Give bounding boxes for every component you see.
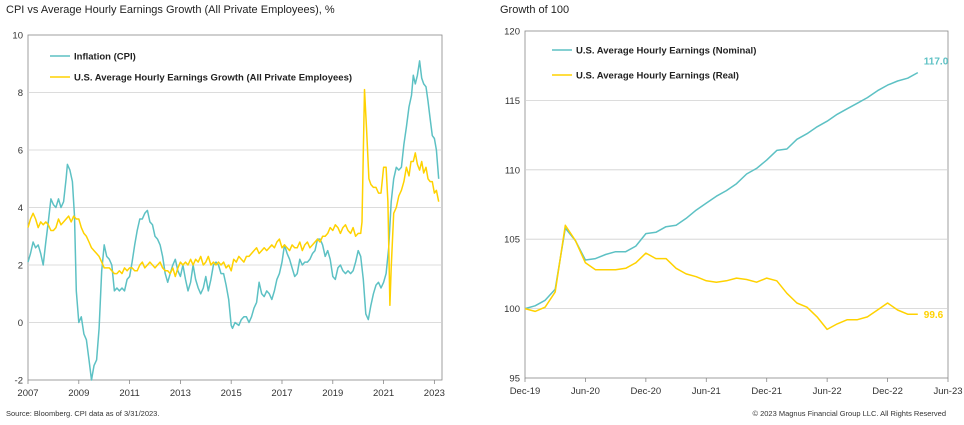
x-tick-label: 2009 [68, 388, 89, 399]
y-tick-label: 2 [18, 261, 23, 272]
y-tick-label: 115 [505, 96, 520, 107]
series-line-2 [27, 88, 440, 307]
plot-frame [524, 30, 949, 379]
x-tick-label: Dec-21 [751, 386, 782, 397]
x-tick-label: 2019 [322, 388, 343, 399]
series-line-2 [524, 224, 918, 331]
x-tick-label: Jun-21 [692, 386, 721, 397]
x-tick-label: Jun-20 [571, 386, 600, 397]
x-tick-label: Dec-19 [510, 386, 541, 397]
series-line-1 [27, 60, 440, 381]
x-tick-label: 2007 [17, 388, 38, 399]
legend-label-1: U.S. Average Hourly Earnings (Nominal) [576, 46, 756, 57]
x-tick-label: Jun-22 [813, 386, 842, 397]
end-value-label-1: 117.0 [924, 57, 949, 68]
source-note: Source: Bloomberg. CPI data as of 3/31/2… [6, 409, 160, 418]
y-tick-label: 6 [18, 146, 23, 157]
end-value-label-2: 99.6 [924, 310, 944, 321]
y-tick-label: 105 [504, 235, 520, 246]
x-tick-label: 2011 [119, 388, 139, 399]
chart-left: -2 0 2 4 6 8 10 2007 2009 2011 2013 2015 2017 2019 202… [12, 31, 445, 400]
left-chart-title: CPI vs Average Hourly Earnings Growth (A… [6, 4, 335, 16]
chart-right: 95 100 105 110 115 120 Dec-19 Jun-20 Dec-20 Jun-2… [504, 27, 962, 398]
y-tick-label: 120 [504, 27, 520, 38]
y-tick-label: 0 [18, 318, 23, 329]
x-tick-label: 2023 [424, 388, 445, 399]
x-tick-label: Jun-23 [933, 386, 962, 397]
x-tick-label: 2015 [221, 388, 242, 399]
copyright-note: © 2023 Magnus Financial Group LLC. All R… [752, 409, 946, 418]
y-tick-label: -2 [15, 376, 23, 387]
x-tick-label: Dec-20 [631, 386, 662, 397]
series-line-1 [524, 71, 919, 310]
y-tick-label: 110 [505, 165, 520, 176]
y-tick-label: 95 [509, 374, 520, 385]
right-chart-title: Growth of 100 [500, 4, 570, 16]
legend-label-1: Inflation (CPI) [74, 52, 136, 63]
y-tick-label: 10 [12, 31, 23, 42]
legend-label-2: U.S. Average Hourly Earnings Growth (All… [74, 73, 352, 84]
x-tick-label: 2013 [170, 388, 191, 399]
x-tick-label: Dec-22 [872, 386, 903, 397]
y-tick-label: 4 [18, 203, 23, 214]
x-tick-label: 2017 [271, 388, 292, 399]
y-tick-label: 8 [18, 88, 23, 99]
y-tick-label: 100 [504, 304, 520, 315]
legend-label-2: U.S. Average Hourly Earnings (Real) [576, 71, 739, 82]
x-tick-label: 2021 [373, 388, 394, 399]
